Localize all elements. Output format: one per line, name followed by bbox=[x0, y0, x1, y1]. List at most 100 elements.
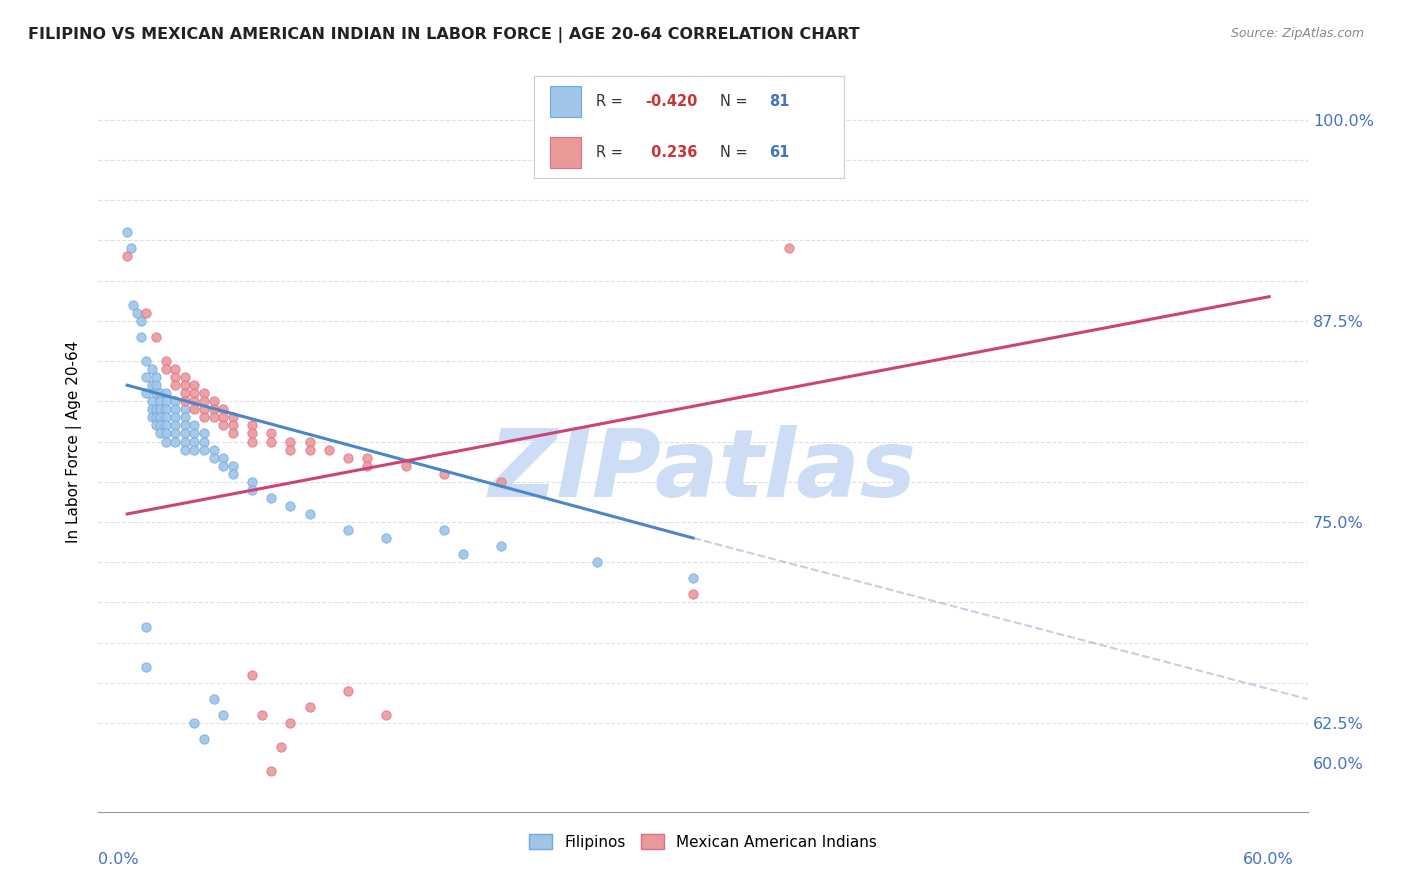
Point bbox=[240, 426, 263, 441]
Text: N =: N = bbox=[720, 94, 752, 109]
Point bbox=[240, 434, 263, 449]
Point bbox=[173, 410, 195, 425]
Point bbox=[193, 394, 215, 409]
Text: 81: 81 bbox=[769, 94, 790, 109]
Point bbox=[183, 418, 205, 433]
Point bbox=[135, 660, 157, 674]
Point bbox=[183, 716, 205, 731]
Point bbox=[149, 410, 172, 425]
Point bbox=[740, 104, 762, 119]
Point bbox=[202, 394, 225, 409]
Point bbox=[240, 475, 263, 489]
Point bbox=[115, 225, 138, 239]
Point bbox=[155, 426, 177, 441]
Point bbox=[433, 523, 456, 537]
Point bbox=[183, 434, 205, 449]
FancyBboxPatch shape bbox=[550, 87, 581, 117]
Point bbox=[193, 442, 215, 457]
Point bbox=[336, 523, 359, 537]
Point bbox=[193, 386, 215, 401]
Point bbox=[141, 410, 163, 425]
Point bbox=[193, 434, 215, 449]
Point bbox=[173, 442, 195, 457]
Point bbox=[212, 458, 235, 473]
Point bbox=[183, 386, 205, 401]
Text: 0.236: 0.236 bbox=[645, 145, 697, 161]
Point bbox=[280, 716, 302, 731]
Point bbox=[149, 394, 172, 409]
Point bbox=[212, 418, 235, 433]
Text: FILIPINO VS MEXICAN AMERICAN INDIAN IN LABOR FORCE | AGE 20-64 CORRELATION CHART: FILIPINO VS MEXICAN AMERICAN INDIAN IN L… bbox=[28, 27, 859, 43]
Point bbox=[212, 450, 235, 465]
Point bbox=[115, 250, 138, 264]
Point bbox=[298, 442, 321, 457]
Point bbox=[222, 458, 245, 473]
Point bbox=[260, 426, 283, 441]
Point bbox=[240, 483, 263, 497]
Point bbox=[682, 571, 704, 585]
Point bbox=[155, 410, 177, 425]
Point bbox=[155, 434, 177, 449]
Point bbox=[145, 410, 167, 425]
Point bbox=[451, 547, 474, 561]
Point bbox=[183, 402, 205, 417]
Point bbox=[433, 467, 456, 481]
Point bbox=[173, 426, 195, 441]
Point bbox=[165, 434, 187, 449]
Point bbox=[141, 394, 163, 409]
Point bbox=[356, 450, 378, 465]
Point bbox=[491, 539, 513, 553]
Point bbox=[222, 410, 245, 425]
Point bbox=[155, 394, 177, 409]
Point bbox=[183, 394, 205, 409]
Point bbox=[193, 410, 215, 425]
Text: 61: 61 bbox=[769, 145, 790, 161]
Point bbox=[141, 402, 163, 417]
Point bbox=[375, 531, 398, 545]
Point bbox=[260, 491, 283, 505]
Point bbox=[135, 306, 157, 320]
Point bbox=[298, 507, 321, 521]
Point bbox=[125, 306, 148, 320]
Point bbox=[778, 241, 800, 255]
Point bbox=[260, 764, 283, 779]
Point bbox=[165, 410, 187, 425]
Point bbox=[155, 418, 177, 433]
Point bbox=[270, 740, 292, 755]
Point bbox=[141, 378, 163, 392]
Point bbox=[280, 442, 302, 457]
Legend: Filipinos, Mexican American Indians: Filipinos, Mexican American Indians bbox=[523, 828, 883, 856]
Text: 0.0%: 0.0% bbox=[98, 852, 139, 867]
Point bbox=[682, 587, 704, 601]
Point bbox=[173, 386, 195, 401]
Point bbox=[135, 370, 157, 384]
Point bbox=[149, 402, 172, 417]
Point bbox=[222, 418, 245, 433]
Point bbox=[155, 402, 177, 417]
Point bbox=[356, 458, 378, 473]
Point bbox=[141, 362, 163, 376]
Point bbox=[155, 362, 177, 376]
Point bbox=[336, 450, 359, 465]
Text: ZIPatlas: ZIPatlas bbox=[489, 425, 917, 517]
Point bbox=[155, 386, 177, 401]
Point bbox=[183, 426, 205, 441]
Point bbox=[149, 426, 172, 441]
Point bbox=[212, 708, 235, 723]
Point bbox=[165, 370, 187, 384]
Point bbox=[145, 386, 167, 401]
Point bbox=[165, 418, 187, 433]
Point bbox=[145, 402, 167, 417]
Text: R =: R = bbox=[596, 94, 627, 109]
Point bbox=[129, 314, 152, 328]
Point bbox=[129, 330, 152, 344]
Point bbox=[193, 732, 215, 747]
Point bbox=[193, 426, 215, 441]
Point bbox=[202, 410, 225, 425]
Point bbox=[212, 410, 235, 425]
Point bbox=[145, 330, 167, 344]
Text: 60.0%: 60.0% bbox=[1243, 852, 1294, 867]
Point bbox=[298, 434, 321, 449]
Point bbox=[375, 708, 398, 723]
Point bbox=[240, 418, 263, 433]
